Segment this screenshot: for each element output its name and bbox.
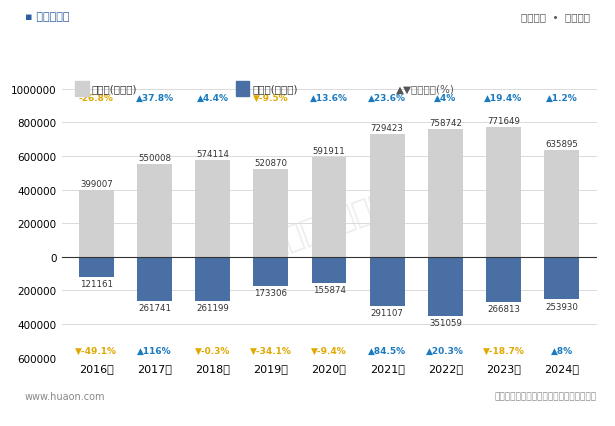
Text: 635895: 635895: [546, 140, 578, 149]
Bar: [196, 257, 230, 301]
Bar: [75, 82, 89, 97]
Bar: [428, 130, 462, 257]
Text: ▲19.4%: ▲19.4%: [485, 94, 523, 103]
Text: 550008: 550008: [138, 154, 171, 163]
Bar: [428, 257, 462, 316]
Text: 771649: 771649: [487, 117, 520, 126]
Text: 155874: 155874: [312, 285, 346, 294]
Text: 351059: 351059: [429, 318, 462, 327]
Bar: [486, 257, 521, 302]
Text: 173306: 173306: [255, 288, 287, 297]
Text: 291107: 291107: [371, 308, 403, 317]
Text: 数据来源：中国海关，华经产业研究院整理: 数据来源：中国海关，华经产业研究院整理: [494, 391, 597, 401]
Text: -26.8%: -26.8%: [79, 94, 114, 103]
Text: 253930: 253930: [546, 302, 578, 311]
Text: ▲20.3%: ▲20.3%: [426, 346, 464, 355]
Text: ▲▼同比增长(%): ▲▼同比增长(%): [396, 84, 455, 95]
Text: 2016-2024年11月贵州省(境内目的地/货源地)进、出口额: 2016-2024年11月贵州省(境内目的地/货源地)进、出口额: [159, 48, 456, 63]
Bar: [79, 257, 114, 277]
Text: www.huaon.com: www.huaon.com: [25, 391, 105, 401]
Text: ▪ 华经情报网: ▪ 华经情报网: [25, 12, 69, 22]
Text: ▲116%: ▲116%: [137, 346, 172, 355]
Text: ▼-9.5%: ▼-9.5%: [253, 94, 288, 103]
Text: 266813: 266813: [487, 304, 520, 313]
Bar: [236, 82, 250, 97]
Bar: [312, 158, 346, 257]
Text: 729423: 729423: [371, 124, 403, 133]
Bar: [253, 170, 288, 257]
Bar: [370, 135, 405, 257]
Text: 进口额(万美元): 进口额(万美元): [252, 84, 298, 95]
Bar: [137, 257, 172, 301]
Text: ▲4.4%: ▲4.4%: [197, 94, 229, 103]
Text: ▲4%: ▲4%: [434, 94, 456, 103]
Text: 121161: 121161: [80, 279, 113, 288]
Text: 出口额(万美元): 出口额(万美元): [92, 84, 137, 95]
Bar: [370, 257, 405, 306]
Text: 261741: 261741: [138, 303, 171, 312]
Text: ▲37.8%: ▲37.8%: [135, 94, 173, 103]
Bar: [544, 257, 579, 300]
Bar: [544, 150, 579, 257]
Text: ▲84.5%: ▲84.5%: [368, 346, 407, 355]
Text: ▲13.6%: ▲13.6%: [310, 94, 348, 103]
Text: 261199: 261199: [196, 303, 229, 312]
Bar: [312, 257, 346, 283]
Text: ▼-0.3%: ▼-0.3%: [195, 346, 231, 355]
Text: ▼-18.7%: ▼-18.7%: [483, 346, 525, 355]
Bar: [486, 128, 521, 257]
Text: 专业严谨  •  客观科学: 专业严谨 • 客观科学: [522, 12, 590, 22]
Bar: [253, 257, 288, 286]
Bar: [137, 165, 172, 257]
Text: 591911: 591911: [312, 147, 346, 156]
Text: ▲1.2%: ▲1.2%: [546, 94, 577, 103]
Text: 758742: 758742: [429, 119, 462, 128]
Text: 华经产业研究院: 华经产业研究院: [264, 188, 394, 259]
Bar: [196, 161, 230, 257]
Text: ▲8%: ▲8%: [550, 346, 573, 355]
Text: ▼-49.1%: ▼-49.1%: [76, 346, 117, 355]
Text: 399007: 399007: [80, 179, 113, 188]
Text: 574114: 574114: [196, 150, 229, 159]
Text: ▼-9.4%: ▼-9.4%: [311, 346, 347, 355]
Text: ▲23.6%: ▲23.6%: [368, 94, 406, 103]
Text: ▼-34.1%: ▼-34.1%: [250, 346, 292, 355]
Bar: [79, 190, 114, 257]
Text: 520870: 520870: [255, 159, 287, 168]
